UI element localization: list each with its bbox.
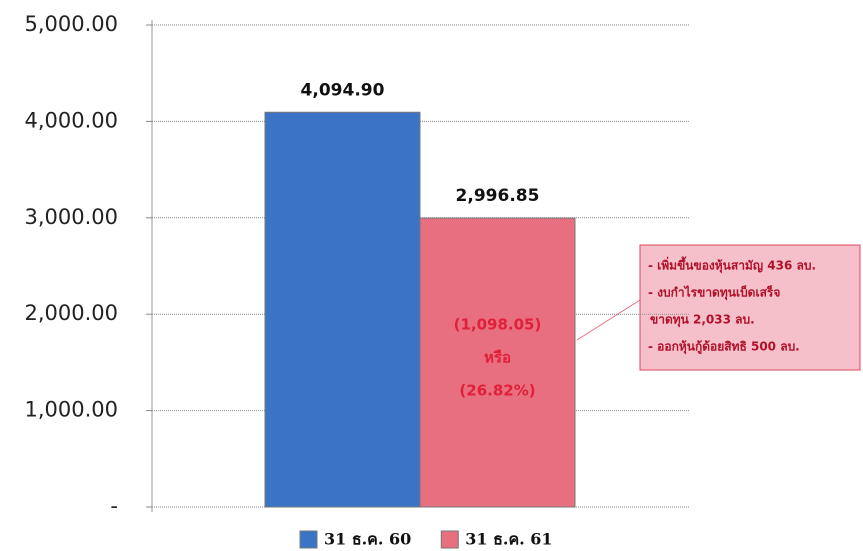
y-tick-label: 1,000.00 [24, 398, 118, 422]
change-annotation: (1,098.05) [454, 316, 542, 334]
legend-label: 31 ธ.ค. 61 [465, 530, 552, 549]
legend-swatch [299, 530, 318, 549]
y-tick-label: 3,000.00 [24, 205, 118, 229]
callout-text: - งบกำไรขาดทุนเบ็ดเสร็จ [648, 285, 780, 301]
callout-box [639, 244, 861, 371]
callout-text: - เพิ่มขึ้นของหุ้นสามัญ 436 ลบ. [648, 256, 816, 274]
y-tick-label: - [110, 494, 118, 518]
legend-label: 31 ธ.ค. 60 [324, 530, 411, 549]
bar [264, 111, 421, 508]
callout-text: ขาดทุน 2,033 ลบ. [650, 313, 755, 328]
callout-connector [576, 299, 641, 341]
value-label: 2,996.85 [456, 186, 540, 206]
callout-text: - ออกหุ้นกู้ด้อยสิทธิ 500 ลบ. [648, 340, 800, 355]
change-annotation: หรือ [484, 349, 511, 367]
y-tick-label: 5,000.00 [24, 12, 118, 36]
value-label: 4,094.90 [301, 80, 385, 100]
bar [419, 217, 576, 508]
y-tick-label: 2,000.00 [24, 301, 118, 325]
change-annotation: (26.82%) [459, 382, 535, 400]
legend-swatch [440, 530, 459, 549]
y-tick-label: 4,000.00 [24, 108, 118, 132]
